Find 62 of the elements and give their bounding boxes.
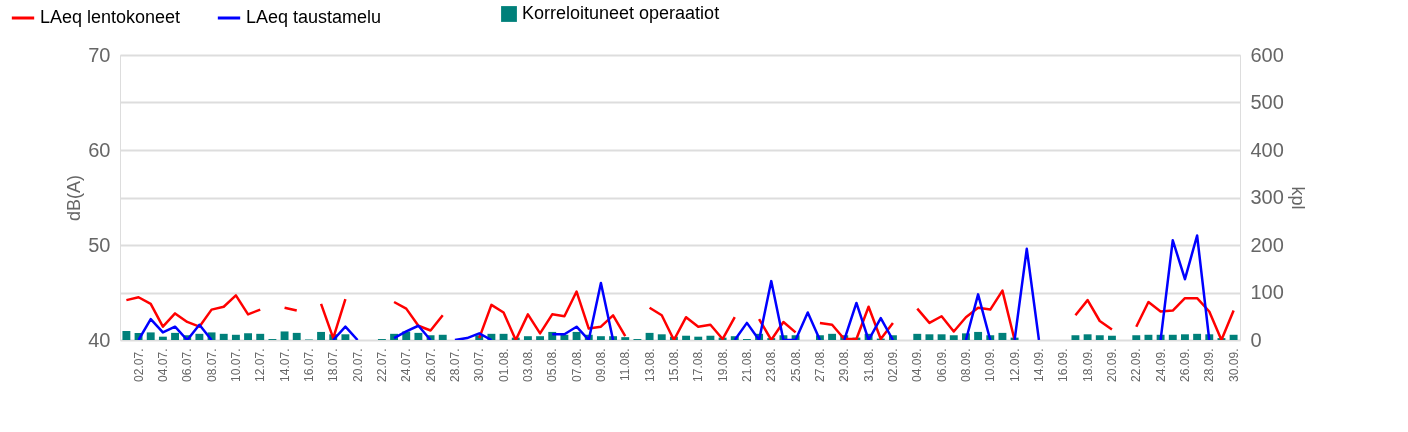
y2-axis-title: kpl bbox=[1287, 186, 1308, 210]
legend-label: Korreloituneet operaatiot bbox=[522, 3, 720, 23]
x-tick-label: 21.08. bbox=[739, 348, 754, 382]
x-tick-label: 04.09. bbox=[910, 348, 925, 382]
y2-tick-label: 500 bbox=[1250, 91, 1284, 113]
x-tick-label: 22.09. bbox=[1129, 348, 1144, 382]
x-tick-label: 10.07. bbox=[228, 348, 243, 382]
x-tick-label: 28.09. bbox=[1202, 348, 1217, 382]
x-tick-label: 10.09. bbox=[983, 348, 998, 382]
x-tick-label: 30.07. bbox=[472, 348, 487, 382]
y-tick-label: 70 bbox=[88, 43, 111, 66]
y2-tick-label: 100 bbox=[1250, 281, 1284, 303]
x-tick-label: 16.07. bbox=[301, 348, 316, 382]
x-tick-label: 02.09. bbox=[885, 348, 900, 382]
x-tick-label: 30.09. bbox=[1226, 348, 1241, 382]
x-tick-label: 18.09. bbox=[1080, 348, 1095, 382]
x-tick-label: 04.07. bbox=[155, 348, 170, 382]
x-tick-label: 26.07. bbox=[423, 348, 438, 382]
x-tick-label: 07.08. bbox=[569, 348, 584, 382]
x-tick-label: 17.08. bbox=[691, 348, 706, 382]
x-tick-label: 16.09. bbox=[1056, 348, 1071, 382]
x-tick-label: 24.07. bbox=[399, 348, 414, 382]
x-tick-label: 08.07. bbox=[204, 348, 219, 382]
x-tick-label: 15.08. bbox=[666, 348, 681, 382]
x-tick-label: 31.08. bbox=[861, 348, 876, 382]
x-tick-label: 18.07. bbox=[326, 348, 341, 382]
y-axis-title: dB(A) bbox=[64, 174, 85, 222]
y2-tick-label: 0 bbox=[1250, 328, 1262, 351]
y2-tick-label: 300 bbox=[1250, 186, 1284, 208]
x-tick-label: 06.07. bbox=[180, 348, 195, 382]
x-tick-label: 06.09. bbox=[934, 348, 949, 382]
x-tick-label: 03.08. bbox=[520, 348, 535, 382]
x-tick-label: 28.07. bbox=[447, 348, 462, 382]
y-tick-label: 40 bbox=[88, 328, 111, 351]
x-tick-label: 24.09. bbox=[1153, 348, 1168, 382]
x-tick-label: 20.09. bbox=[1104, 348, 1119, 382]
y2-tick-label: 600 bbox=[1250, 43, 1284, 66]
x-tick-label: 05.08. bbox=[545, 348, 560, 382]
x-tick-label: 02.07. bbox=[131, 348, 146, 382]
y-tick-label: 60 bbox=[88, 138, 111, 161]
x-tick-label: 25.08. bbox=[788, 348, 803, 382]
x-tick-label: 11.08. bbox=[618, 348, 633, 381]
legend-label: LAeq lentokoneet bbox=[40, 7, 181, 27]
y-tick-label: 50 bbox=[88, 233, 111, 256]
x-tick-label: 12.09. bbox=[1007, 348, 1022, 382]
x-tick-label: 27.08. bbox=[812, 348, 827, 382]
x-tick-label: 20.07. bbox=[350, 348, 365, 382]
x-tick-label: 01.08. bbox=[496, 348, 511, 382]
x-tick-label: 09.08. bbox=[593, 348, 608, 382]
y2-tick-label: 200 bbox=[1250, 233, 1284, 256]
legend-label: LAeq taustamelu bbox=[246, 7, 382, 27]
x-tick-label: 14.09. bbox=[1031, 348, 1046, 382]
x-tick-label: 08.09. bbox=[958, 348, 973, 382]
x-tick-label: 29.08. bbox=[837, 348, 852, 382]
x-tick-label: 19.08. bbox=[715, 348, 730, 382]
x-tick-label: 14.07. bbox=[277, 348, 292, 382]
x-tick-label: 22.07. bbox=[374, 348, 389, 382]
x-tick-label: 23.08. bbox=[764, 348, 779, 382]
x-tick-label: 26.09. bbox=[1177, 348, 1192, 382]
x-tick-label: 13.08. bbox=[642, 348, 657, 382]
x-tick-label: 12.07. bbox=[253, 348, 268, 382]
y2-tick-label: 400 bbox=[1250, 138, 1284, 161]
